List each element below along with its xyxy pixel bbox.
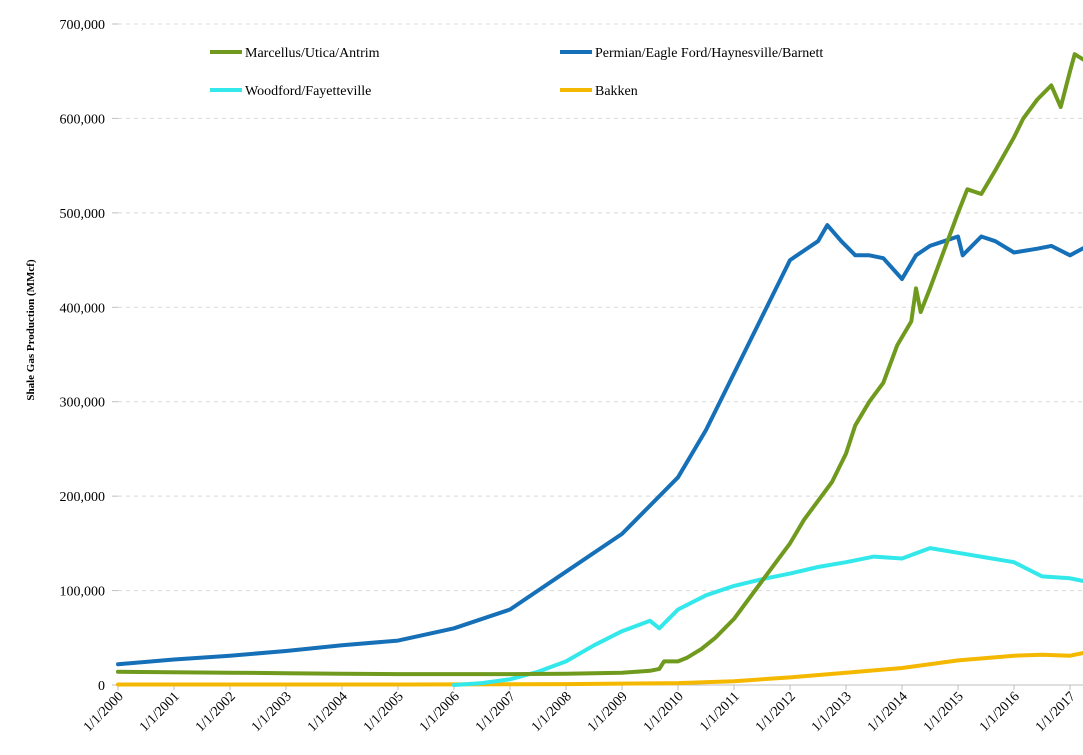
- x-tick-label: 1/1/2002: [193, 689, 239, 735]
- x-tick-label: 1/1/2014: [865, 689, 911, 735]
- series-lines: [116, 52, 1083, 687]
- y-tick-label: 100,000: [60, 585, 106, 600]
- x-tick-label: 1/1/2007: [473, 689, 519, 735]
- x-tick-label: 1/1/2006: [417, 689, 463, 735]
- x-tick-label: 1/1/2011: [697, 689, 742, 734]
- y-axis-label: Shale Gas Production (MMcf): [25, 259, 37, 401]
- y-tick-label: 0: [98, 679, 105, 694]
- series-line-permian-eagle-ford-haynesville-barnett: [116, 223, 1083, 667]
- x-tick-label: 1/1/2003: [249, 689, 295, 735]
- x-tick-label: 1/1/2008: [529, 689, 575, 735]
- y-tick-label: 300,000: [60, 396, 106, 411]
- y-tick-label: 400,000: [60, 301, 106, 316]
- x-tick-label: 1/1/2009: [585, 689, 631, 735]
- series-line-bakken: [116, 651, 1083, 687]
- y-axis-ticks: 0 100,000 200,000 300,000 400,000 500,000 600,…: [60, 18, 118, 694]
- legend-label: Woodford/Fayetteville: [245, 84, 371, 99]
- y-tick-label: 700,000: [60, 18, 106, 33]
- x-tick-label: 1/1/2004: [305, 689, 351, 735]
- x-tick-label: 1/1/2001: [137, 689, 183, 735]
- legend: Marcellus/Utica/Antrim Permian/Eagle Ford…: [210, 46, 823, 99]
- x-tick-label: 1/1/2000: [81, 689, 127, 735]
- x-tick-label: 1/1/2015: [921, 689, 967, 735]
- x-axis-ticks: 1/1/2000 1/1/2001 1/1/2002 1/1/2003 1/1/2004…: [81, 685, 1079, 735]
- y-tick-label: 500,000: [60, 207, 106, 222]
- x-tick-label: 1/1/2010: [641, 689, 687, 735]
- series-line-woodford-fayetteville: [452, 546, 1083, 687]
- x-tick-label: 1/1/2013: [809, 689, 855, 735]
- y-tick-label: 200,000: [60, 490, 106, 505]
- x-tick-label: 1/1/2016: [977, 689, 1023, 735]
- y-tick-label: 600,000: [60, 112, 106, 127]
- x-tick-label: 1/1/2012: [753, 689, 799, 735]
- x-tick-label: 1/1/2005: [361, 689, 407, 735]
- gridlines: [118, 23, 1083, 592]
- legend-label: Permian/Eagle Ford/Haynesville/Barnett: [595, 46, 823, 61]
- series-line-marcellus-utica-antrim: [116, 52, 1083, 677]
- x-tick-label: 1/1/2017: [1033, 689, 1079, 735]
- legend-label: Marcellus/Utica/Antrim: [245, 46, 380, 61]
- legend-label: Bakken: [595, 84, 638, 99]
